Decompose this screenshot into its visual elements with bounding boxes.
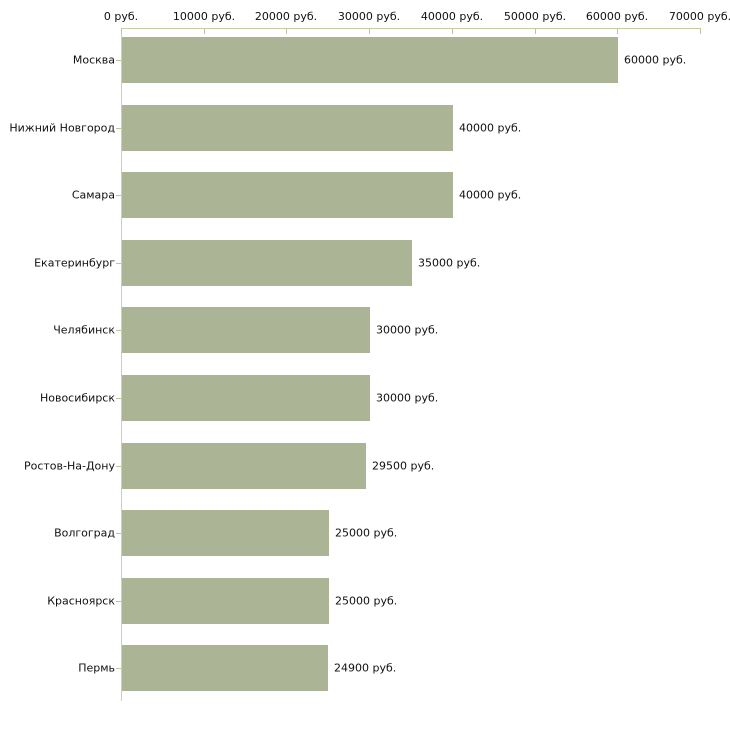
category-label: Челябинск (53, 323, 115, 337)
x-axis-tick-label: 0 руб. (103, 10, 139, 23)
y-axis-line (121, 28, 122, 701)
category-label: Нижний Новгород (9, 121, 115, 135)
value-label: 35000 руб. (418, 256, 481, 270)
value-label: 30000 руб. (376, 391, 439, 405)
y-axis-tick (116, 601, 121, 602)
bar (122, 307, 370, 353)
x-axis-line (121, 28, 701, 29)
bar (122, 578, 329, 624)
category-label: Красноярск (47, 594, 115, 608)
x-axis-tick (535, 28, 536, 34)
x-axis-tick-label: 50000 руб. (503, 10, 567, 23)
bar (122, 172, 453, 218)
category-label: Волгоград (54, 526, 115, 540)
bar (122, 645, 328, 691)
value-label: 25000 руб. (335, 594, 398, 608)
category-label: Новосибирск (39, 391, 115, 405)
y-axis-tick (116, 195, 121, 196)
y-axis-tick (116, 466, 121, 467)
bar (122, 510, 329, 556)
x-axis-tick (286, 28, 287, 34)
category-label: Ростов-На-Дону (23, 459, 115, 473)
value-label: 40000 руб. (459, 121, 522, 135)
value-label: 60000 руб. (624, 53, 687, 67)
x-axis-tick-label: 70000 руб. (668, 10, 730, 23)
value-label: 30000 руб. (376, 323, 439, 337)
bar (122, 375, 370, 421)
y-axis-tick (116, 128, 121, 129)
value-label: 40000 руб. (459, 188, 522, 202)
x-axis-tick-label: 40000 руб. (420, 10, 484, 23)
bar (122, 37, 618, 83)
y-axis-tick (116, 330, 121, 331)
y-axis-tick (116, 60, 121, 61)
x-axis-tick (369, 28, 370, 34)
y-axis-tick (116, 398, 121, 399)
x-axis-tick-label: 10000 руб. (172, 10, 236, 23)
x-axis-tick (204, 28, 205, 34)
x-axis-tick-label: 30000 руб. (337, 10, 401, 23)
x-axis-tick-label: 60000 руб. (585, 10, 649, 23)
category-label: Москва (72, 53, 115, 67)
category-label: Екатеринбург (34, 256, 115, 270)
y-axis-tick (116, 263, 121, 264)
y-axis-tick (116, 668, 121, 669)
y-axis-tick (116, 533, 121, 534)
category-label: Пермь (78, 661, 115, 675)
value-label: 25000 руб. (335, 526, 398, 540)
category-label: Самара (71, 188, 115, 202)
value-label: 29500 руб. (372, 459, 435, 473)
value-label: 24900 руб. (334, 661, 397, 675)
x-axis-tick (617, 28, 618, 34)
x-axis-tick (452, 28, 453, 34)
x-axis-tick (700, 28, 701, 34)
x-axis-tick-label: 20000 руб. (254, 10, 318, 23)
bar (122, 443, 366, 489)
bar (122, 105, 453, 151)
bar (122, 240, 412, 286)
x-axis-tick (121, 28, 122, 34)
